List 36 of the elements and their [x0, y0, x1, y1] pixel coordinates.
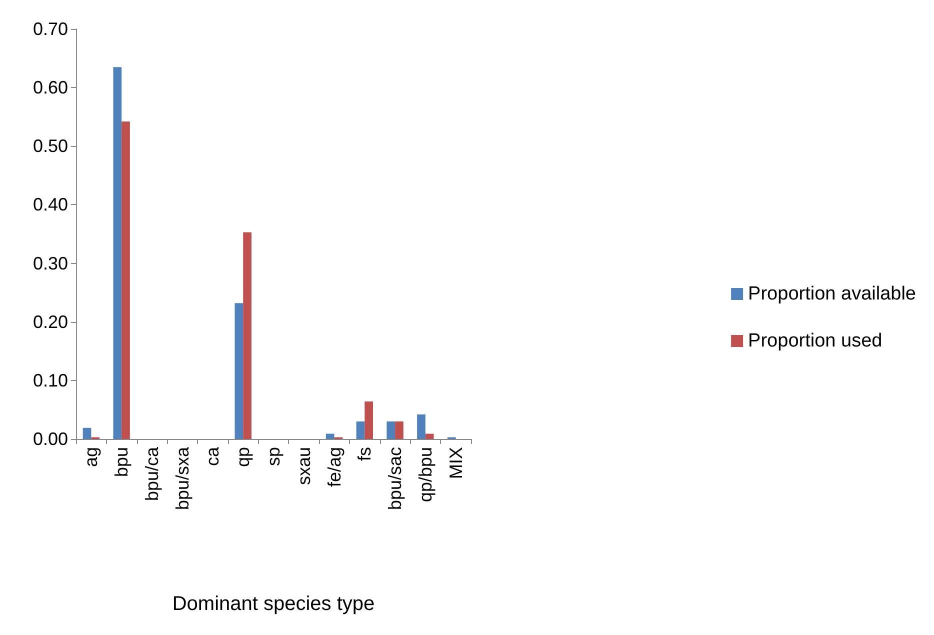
y-tick-label: 0.00: [32, 429, 68, 449]
bar: [243, 232, 252, 439]
bar: [364, 402, 374, 439]
y-tick-label: 0.10: [32, 370, 68, 390]
x-tick-label: sp: [264, 447, 284, 466]
bar: [122, 122, 130, 439]
y-tick-label: 0.60: [32, 78, 68, 98]
x-axis-title: Dominant species type: [172, 593, 375, 615]
bar: [386, 421, 396, 439]
bar: [356, 421, 365, 439]
bar: [326, 434, 334, 439]
x-tick-label: MIX: [446, 447, 466, 480]
x-tick-label: qp: [233, 447, 254, 468]
bar: [82, 428, 92, 439]
x-tick-label: fs: [354, 447, 375, 462]
y-tick-label: 0.50: [32, 136, 68, 156]
x-tick-label: qp/bpu: [415, 447, 436, 502]
x-tick-label: fe/ag: [324, 447, 344, 488]
bar: [113, 67, 122, 439]
y-tick-label: 0.20: [32, 312, 68, 332]
legend-label: Proportion available: [748, 284, 916, 304]
y-tick-label: 0.70: [32, 19, 68, 39]
x-tick-label: bpu/sxa: [172, 446, 192, 510]
legend-label: Proportion used: [748, 330, 882, 352]
x-tick-label: sxau: [294, 447, 314, 486]
x-tick-label: bpu: [112, 447, 132, 478]
x-tick-label: ca: [202, 446, 223, 466]
bar: [417, 414, 426, 439]
x-tick-label: bpu/ca: [142, 446, 162, 502]
y-tick-label: 0.30: [32, 253, 68, 274]
bar: [234, 303, 244, 439]
x-tick-label: ag: [81, 447, 102, 468]
bar: [395, 421, 404, 439]
x-tick-label: bpu/sac: [385, 447, 406, 510]
bar: [425, 434, 434, 439]
y-tick-label: 0.40: [32, 194, 68, 215]
